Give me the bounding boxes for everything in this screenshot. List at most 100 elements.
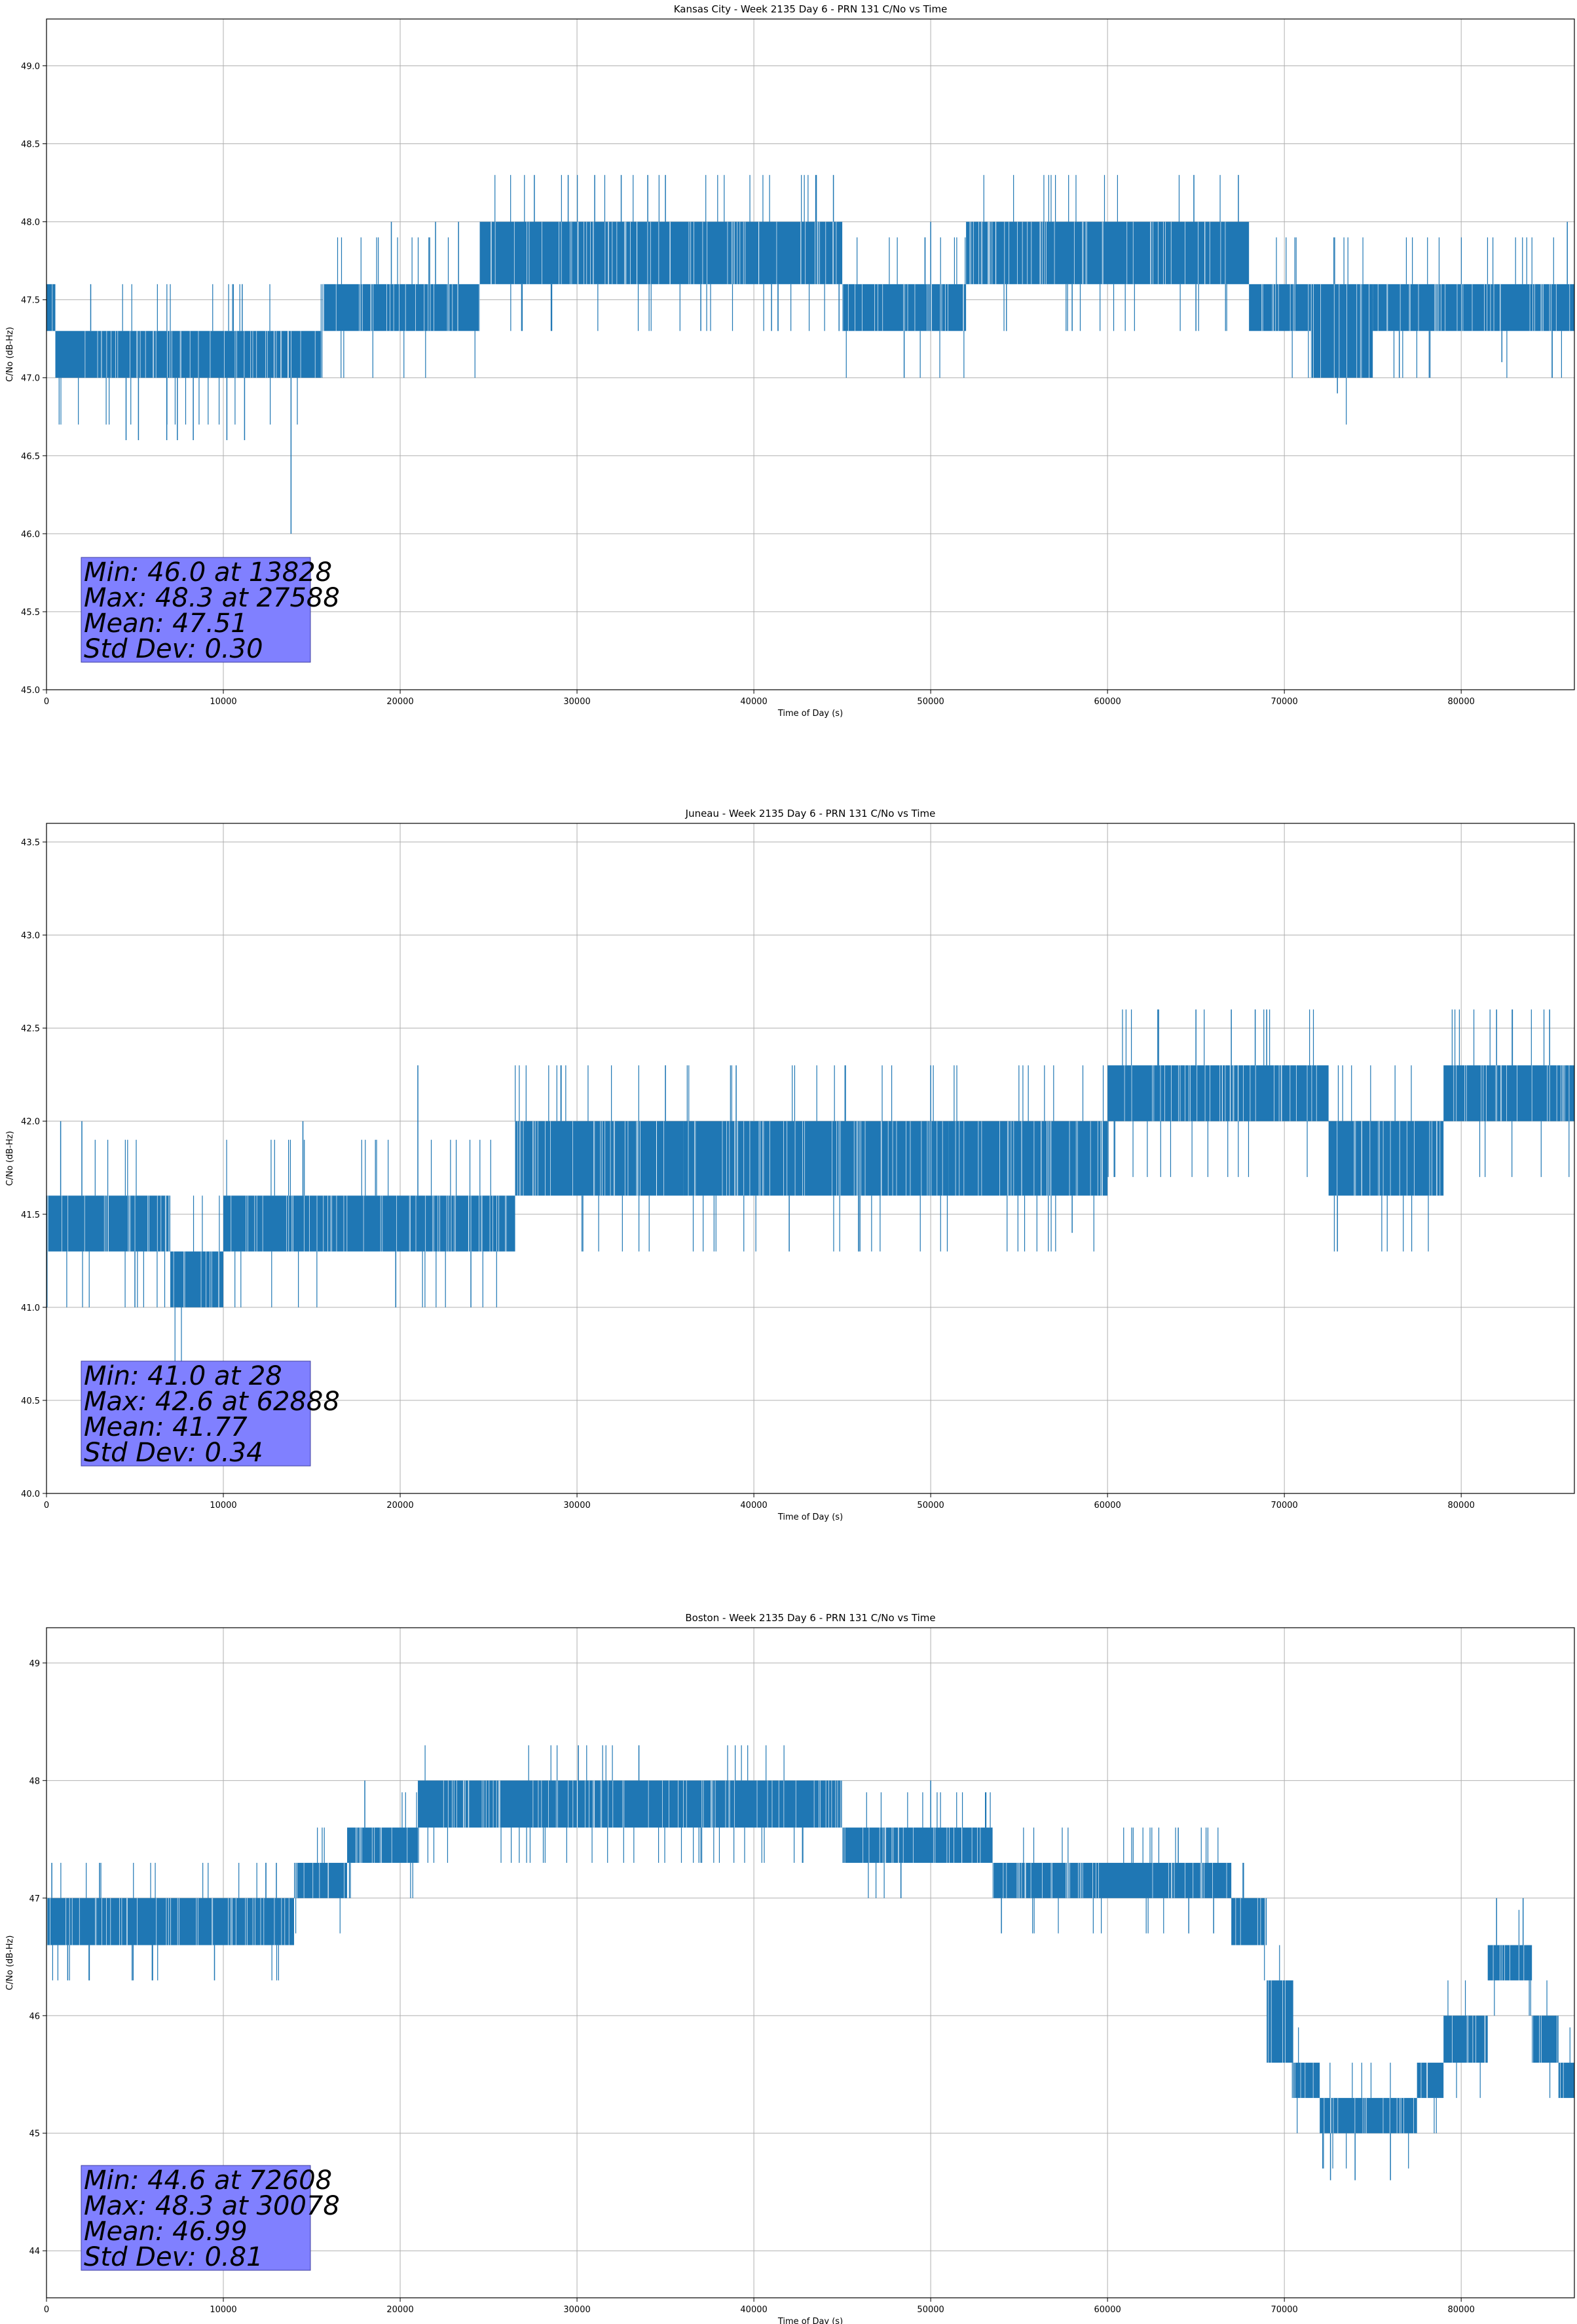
stat-max: Max: 48.3 at 30078 — [84, 2191, 340, 2221]
y-tick-label: 44 — [29, 2247, 40, 2257]
x-tick-label: 50000 — [917, 697, 944, 707]
x-tick-label: 50000 — [917, 2305, 944, 2315]
stat-min: Min: 44.6 at 72608 — [84, 2165, 332, 2196]
series-cno — [46, 1009, 1574, 1364]
chart-boston: Boston - Week 2135 Day 6 - PRN 131 C/No … — [5, 1612, 1575, 2324]
series-cno — [46, 1745, 1574, 2181]
x-tick-label: 60000 — [1094, 1501, 1121, 1510]
y-tick-label: 47.0 — [21, 374, 40, 384]
series-band — [1532, 2015, 1559, 2063]
series-band — [294, 1862, 348, 1898]
series-band — [1443, 2015, 1488, 2063]
series-band — [1267, 1980, 1293, 2063]
x-tick-label: 0 — [44, 1501, 49, 1510]
y-tick-label: 41.0 — [21, 1303, 40, 1313]
x-tick-label: 70000 — [1271, 697, 1297, 707]
y-tick-label: 47 — [29, 1894, 40, 1904]
series-band — [322, 284, 480, 331]
series-band — [1249, 284, 1311, 331]
x-tick-label: 20000 — [386, 2305, 413, 2315]
series-cno — [46, 175, 1574, 534]
y-tick-label: 40.5 — [21, 1396, 40, 1406]
chart-title: Kansas City - Week 2135 Day 6 - PRN 131 … — [674, 3, 948, 15]
series-band — [992, 1862, 1232, 1898]
series-band — [347, 1827, 418, 1863]
axes-frame — [46, 1627, 1575, 2298]
y-tick-label: 48.0 — [21, 218, 40, 228]
series-band — [1558, 2063, 1574, 2098]
series-band — [170, 1251, 224, 1307]
y-axis-label: C/No (dB-Hz) — [5, 1131, 15, 1186]
x-tick-label: 30000 — [563, 1501, 590, 1510]
y-tick-label: 43.5 — [21, 838, 40, 848]
axes-frame — [46, 18, 1575, 690]
stat-min: Min: 41.0 at 28 — [84, 1361, 282, 1391]
stats-box: Min: 46.0 at 13828 Max: 48.3 at 27588 Me… — [81, 557, 340, 664]
x-tick-label: 50000 — [917, 1501, 944, 1510]
y-tick-label: 48.5 — [21, 140, 40, 150]
series-band — [1310, 284, 1373, 378]
x-tick-label: 80000 — [1448, 2305, 1475, 2315]
stat-min: Min: 46.0 at 13828 — [84, 557, 332, 588]
series-band — [418, 1780, 843, 1828]
x-tick-label: 20000 — [386, 1501, 413, 1510]
x-tick-label: 70000 — [1271, 2305, 1297, 2315]
x-tick-label: 40000 — [740, 2305, 767, 2315]
x-tick-label: 70000 — [1271, 1501, 1297, 1510]
chart-title: Boston - Week 2135 Day 6 - PRN 131 C/No … — [685, 1612, 935, 1624]
y-tick-label: 45.0 — [21, 686, 40, 696]
x-tick-label: 0 — [44, 2305, 49, 2315]
series-band — [842, 284, 967, 331]
x-tick-label: 60000 — [1094, 2305, 1121, 2315]
x-tick-label: 30000 — [563, 2305, 590, 2315]
y-axis-label: C/No (dB-Hz) — [5, 327, 15, 382]
x-tick-label: 80000 — [1448, 697, 1475, 707]
y-tick-label: 46 — [29, 2012, 40, 2021]
stat-mean: Mean: 41.77 — [84, 1412, 248, 1442]
series-band — [479, 221, 843, 284]
y-tick-label: 43.0 — [21, 931, 40, 941]
chart-title: Juneau - Week 2135 Day 6 - PRN 131 C/No … — [685, 808, 936, 819]
series-band — [1320, 2097, 1417, 2133]
y-tick-label: 49.0 — [21, 62, 40, 71]
x-axis-label: Time of Day (s) — [777, 2317, 843, 2324]
x-axis-label: Time of Day (s) — [777, 709, 843, 719]
y-axis-label: C/No (dB-Hz) — [5, 1936, 15, 1991]
stat-max: Max: 42.6 at 62888 — [84, 1387, 340, 1417]
series-band — [1293, 2063, 1320, 2098]
stat-mean: Mean: 46.99 — [84, 2217, 248, 2247]
x-tick-label: 80000 — [1448, 1501, 1475, 1510]
x-tick-label: 40000 — [740, 697, 767, 707]
x-tick-label: 20000 — [386, 697, 413, 707]
stat-max: Max: 48.3 at 27588 — [84, 583, 340, 613]
stats-box-bg — [81, 2165, 311, 2271]
series-band — [1417, 2063, 1444, 2098]
x-tick-label: 0 — [44, 697, 49, 707]
series-band — [683, 1121, 949, 1196]
stats-box-bg — [81, 1360, 311, 1467]
series-band — [55, 331, 323, 378]
stat-mean: Mean: 47.51 — [84, 609, 248, 639]
stats-box: Min: 44.6 at 72608 Max: 48.3 at 30078 Me… — [81, 2165, 340, 2272]
x-tick-label: 60000 — [1094, 697, 1121, 707]
chart-juneau: Juneau - Week 2135 Day 6 - PRN 131 C/No … — [5, 808, 1575, 1522]
y-tick-label: 46.5 — [21, 452, 40, 462]
stat-std-dev: Std Dev: 0.81 — [84, 2242, 263, 2272]
y-tick-label: 42.5 — [21, 1024, 40, 1034]
y-tick-label: 46.0 — [21, 530, 40, 540]
series-band — [223, 1195, 515, 1252]
series-band — [1373, 284, 1574, 331]
stat-std-dev: Std Dev: 0.30 — [84, 634, 263, 664]
y-tick-label: 45.5 — [21, 608, 40, 618]
y-tick-label: 42.0 — [21, 1117, 40, 1127]
stats-box: Min: 41.0 at 28 Max: 42.6 at 62888 Mean:… — [81, 1360, 340, 1468]
series-band — [1107, 1065, 1329, 1121]
x-tick-label: 10000 — [210, 1501, 236, 1510]
y-tick-label: 45 — [29, 2129, 40, 2139]
x-axis-label: Time of Day (s) — [777, 1512, 843, 1522]
stat-std-dev: Std Dev: 0.34 — [84, 1438, 263, 1468]
series-band — [1443, 1065, 1574, 1121]
series-band — [515, 1121, 684, 1196]
series-band — [126, 1898, 295, 1945]
x-tick-label: 10000 — [210, 2305, 236, 2315]
